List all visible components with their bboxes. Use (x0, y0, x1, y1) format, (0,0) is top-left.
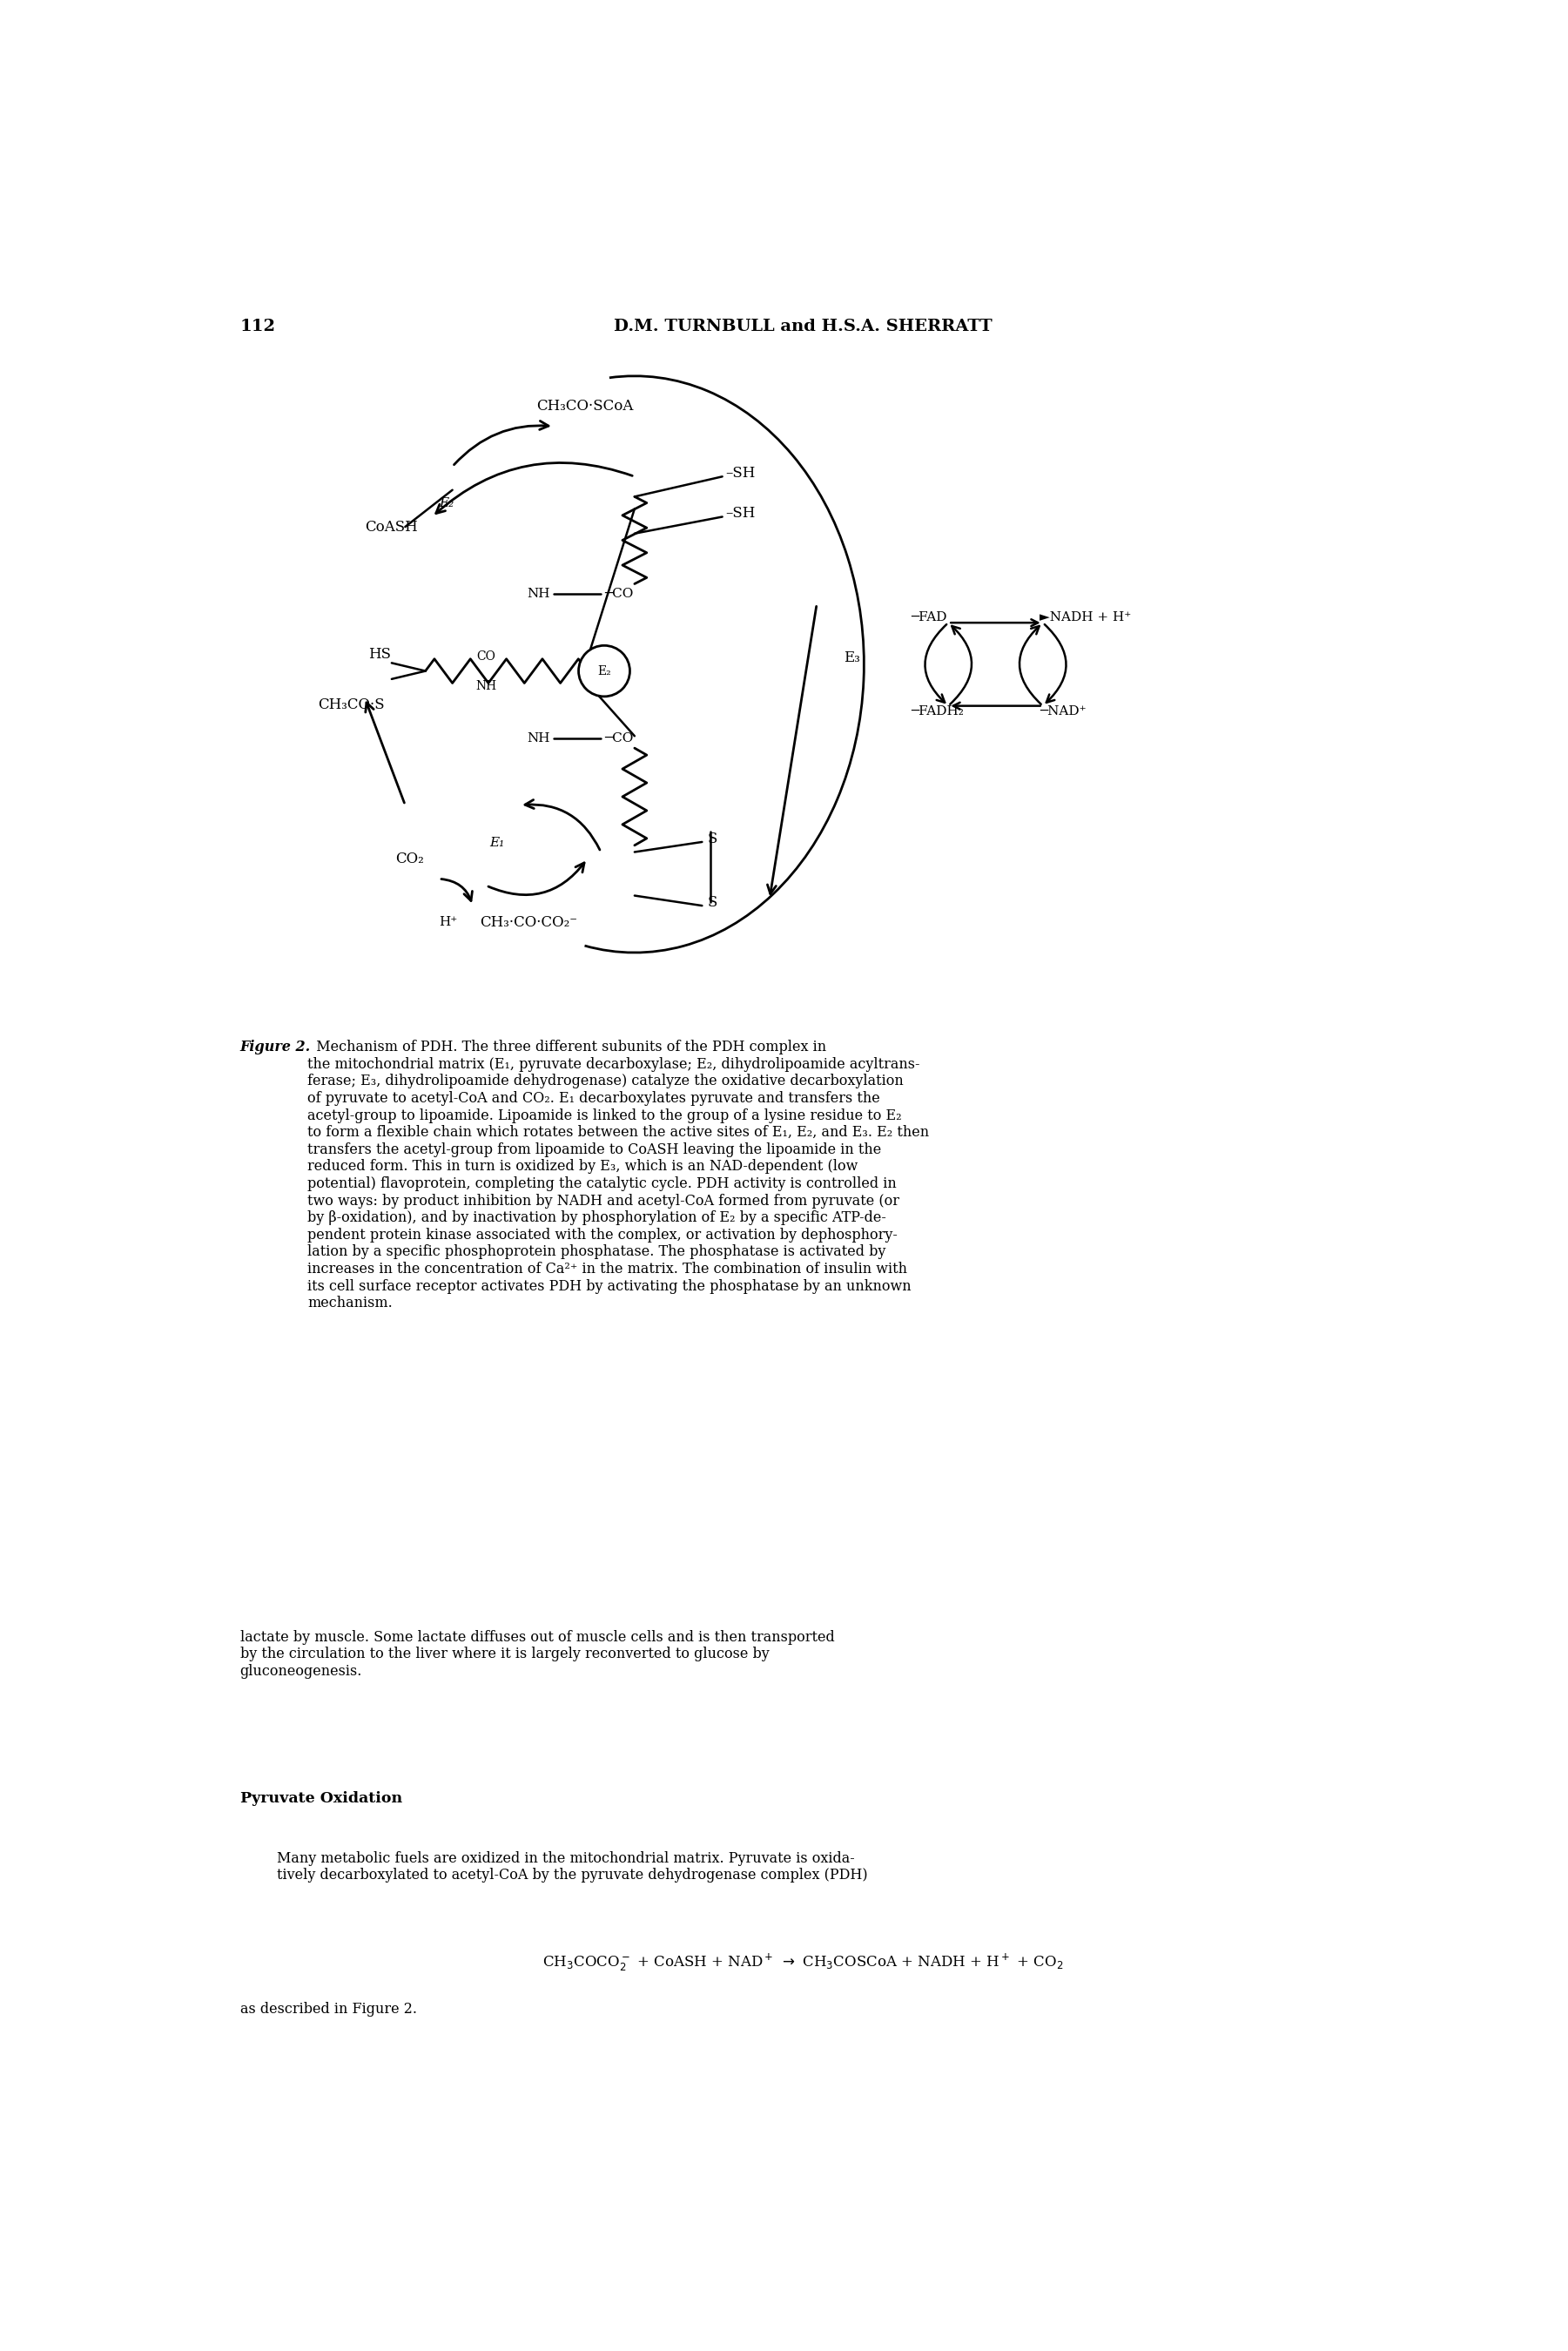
Text: ─NAD⁺: ─NAD⁺ (1040, 705, 1087, 717)
Text: ►NADH + H⁺: ►NADH + H⁺ (1040, 611, 1131, 623)
FancyArrowPatch shape (953, 703, 1041, 710)
FancyArrowPatch shape (767, 607, 817, 893)
Text: CoASH: CoASH (365, 520, 417, 534)
Text: CO₂: CO₂ (395, 851, 423, 865)
Text: E₂: E₂ (597, 665, 612, 677)
Text: NH: NH (475, 679, 497, 691)
Text: E₁: E₁ (489, 837, 505, 849)
Text: Pyruvate Oxidation: Pyruvate Oxidation (240, 1791, 401, 1806)
FancyArrowPatch shape (441, 879, 472, 900)
FancyArrowPatch shape (950, 618, 1038, 625)
Text: Figure 2.: Figure 2. (240, 1039, 310, 1056)
Text: CH$_3$COCO$_2^-$ + CoASH + NAD$^+$ $\rightarrow$ CH$_3$COSCoA + NADH + H$^+$ + C: CH$_3$COCO$_2^-$ + CoASH + NAD$^+$ $\rig… (543, 1951, 1063, 1972)
FancyArrowPatch shape (455, 421, 549, 465)
Text: CH₃CO·SCoA: CH₃CO·SCoA (536, 400, 633, 414)
Text: lactate by muscle. Some lactate diffuses out of muscle cells and is then transpo: lactate by muscle. Some lactate diffuses… (240, 1629, 834, 1679)
FancyArrowPatch shape (950, 625, 972, 705)
FancyArrowPatch shape (1019, 625, 1041, 705)
Text: HS: HS (368, 647, 390, 661)
Text: CH₃CO·S: CH₃CO·S (317, 698, 384, 712)
Text: ─CO: ─CO (604, 588, 633, 600)
FancyArrowPatch shape (436, 463, 632, 513)
Text: ─FAD: ─FAD (911, 611, 947, 623)
Text: 112: 112 (240, 320, 276, 334)
Text: ─CO: ─CO (604, 731, 633, 745)
FancyArrowPatch shape (365, 703, 405, 802)
Text: S: S (707, 832, 717, 846)
FancyArrowPatch shape (1044, 625, 1066, 703)
Text: ─FADH₂: ─FADH₂ (911, 705, 964, 717)
Text: Many metabolic fuels are oxidized in the mitochondrial matrix. Pyruvate is oxida: Many metabolic fuels are oxidized in the… (278, 1850, 867, 1883)
Text: as described in Figure 2.: as described in Figure 2. (240, 2003, 417, 2017)
FancyArrowPatch shape (525, 799, 601, 849)
Text: D.M. TURNBULL and H.S.A. SHERRATT: D.M. TURNBULL and H.S.A. SHERRATT (615, 320, 993, 334)
Text: CO: CO (477, 651, 495, 663)
Text: Mechanism of PDH. The three different subunits of the PDH complex in
the mitocho: Mechanism of PDH. The three different su… (307, 1039, 930, 1310)
Text: S: S (707, 896, 717, 910)
Circle shape (579, 647, 630, 696)
FancyArrowPatch shape (925, 625, 947, 703)
Text: E₂: E₂ (439, 498, 453, 510)
Text: –SH: –SH (726, 505, 756, 522)
Text: H⁺: H⁺ (439, 917, 458, 929)
Text: CH₃·CO·CO₂⁻: CH₃·CO·CO₂⁻ (480, 915, 577, 931)
Text: E₃: E₃ (844, 651, 861, 665)
Text: NH: NH (527, 588, 550, 600)
Text: NH: NH (527, 731, 550, 745)
Text: –SH: –SH (726, 465, 756, 480)
FancyArrowPatch shape (488, 863, 585, 896)
